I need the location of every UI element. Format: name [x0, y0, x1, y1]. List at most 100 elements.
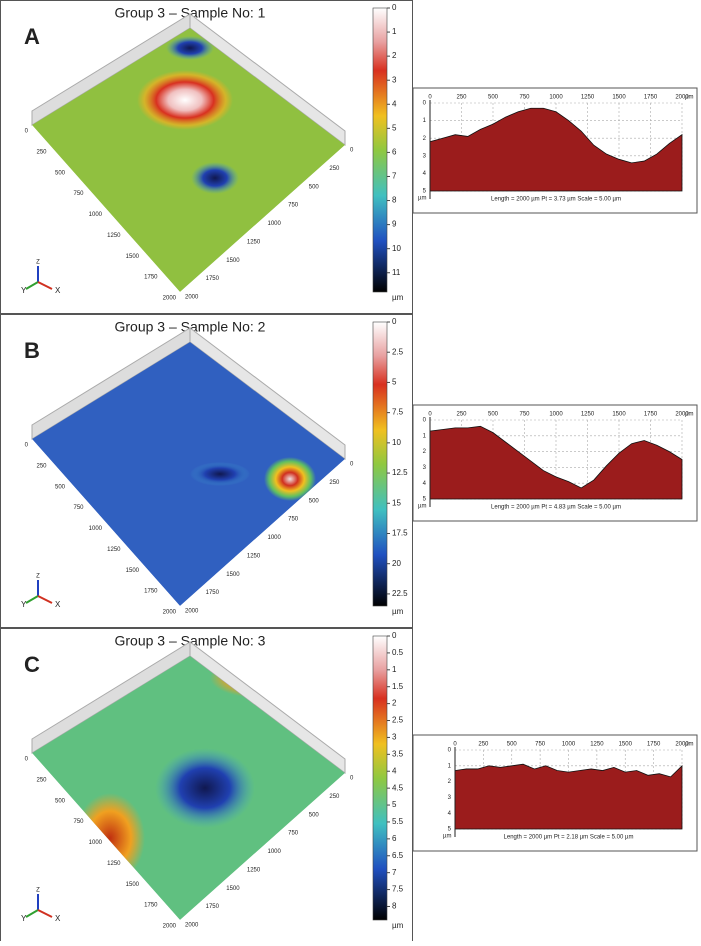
axis-label: Z — [36, 888, 40, 894]
x-tick-label: 1000 — [549, 412, 563, 418]
surface-tick: 500 — [309, 812, 320, 818]
x-tick-label: 1250 — [581, 95, 595, 101]
x-tick-label: 0 — [428, 412, 432, 418]
x-tick-label: 0 — [428, 95, 432, 101]
colorbar-tick-label: 22.5 — [392, 589, 408, 598]
surface-feature — [191, 162, 239, 194]
axis-y — [25, 595, 39, 604]
surface-tick: 1000 — [89, 212, 103, 218]
x-tick-label: 500 — [488, 95, 499, 101]
colorbar-tick-label: 6 — [392, 834, 397, 843]
colorbar-tick-label: 4 — [392, 99, 397, 108]
surface-tick: 1000 — [268, 535, 282, 541]
surface-tick: 1500 — [226, 886, 240, 892]
x-tick-label: 1000 — [562, 742, 576, 748]
colorbar-tick-label: 2.5 — [392, 716, 404, 725]
y-tick-label: 1 — [423, 433, 427, 439]
colorbar-tick-label: 0 — [392, 317, 397, 326]
surface-feature — [137, 70, 233, 130]
colorbar-tick-label: 5 — [392, 123, 397, 132]
x-unit: µm — [685, 412, 693, 418]
y-unit: µm — [418, 196, 426, 202]
x-tick-label: 750 — [519, 95, 530, 101]
x-tick-label: 1000 — [549, 95, 563, 101]
colorbar-tick-label: 7 — [392, 172, 397, 181]
colorbar-tick-label: 17.5 — [392, 529, 408, 538]
colorbar-tick-label: 0 — [392, 631, 397, 640]
x-tick-label: 1750 — [644, 95, 658, 101]
colorbar-tick-label: 3.5 — [392, 749, 404, 758]
axis-y — [25, 281, 39, 290]
surface-feature — [166, 36, 214, 60]
colorbar-tick-label: 10 — [392, 438, 401, 447]
surface-tick: 1250 — [107, 547, 121, 553]
surface-feature — [155, 748, 255, 828]
surface-wall — [189, 640, 346, 775]
colorbar-tick-label: 2 — [392, 699, 397, 708]
colorbar-tick-label: 5.5 — [392, 817, 404, 826]
surface-tick: 1000 — [268, 849, 282, 855]
axis-label: Y — [21, 286, 27, 295]
y-tick-label: 1 — [448, 763, 452, 769]
x-tick-label: 250 — [456, 412, 467, 418]
profile-caption: Length = 2000 µm Pt = 4.83 µm Scale = 5.… — [491, 505, 621, 511]
y-tick-label: 0 — [423, 101, 427, 107]
profile-area — [429, 107, 683, 192]
axis-x — [37, 281, 53, 290]
y-tick-label: 3 — [423, 465, 427, 471]
surface-tick: 1750 — [144, 903, 158, 909]
y-tick-label: 4 — [423, 171, 427, 177]
axis-label: X — [55, 914, 61, 923]
colorbar-tick-label: 8 — [392, 196, 397, 205]
axis-y — [25, 909, 39, 918]
surface-tick: 500 — [55, 170, 66, 176]
colorbar-tick-label: 6 — [392, 148, 397, 157]
x-tick-label: 1500 — [619, 742, 633, 748]
surface-tick: 750 — [73, 505, 84, 511]
surface-tick: 2000 — [185, 923, 199, 929]
colorbar-tick-label: 7 — [392, 868, 397, 877]
surface-tick: 500 — [55, 798, 66, 804]
surface-tick: 1500 — [226, 258, 240, 264]
x-tick-label: 1500 — [612, 95, 626, 101]
y-tick-label: 3 — [423, 153, 427, 159]
surface-tick: 500 — [309, 498, 320, 504]
profile-area — [454, 763, 683, 830]
colorbar-tick-label: 2.5 — [392, 347, 404, 356]
x-tick-label: 1750 — [644, 412, 658, 418]
profile-caption: Length = 2000 µm Pt = 3.73 µm Scale = 5.… — [491, 197, 621, 203]
colorbar-unit: µm — [392, 607, 404, 616]
colorbar-tick-label: 3 — [392, 733, 397, 742]
colorbar-tick-label: 11 — [392, 268, 401, 277]
surface — [32, 342, 345, 606]
colorbar-unit: µm — [392, 293, 404, 302]
surface-tick: 750 — [288, 203, 299, 209]
x-tick-label: 750 — [535, 742, 546, 748]
surface-tick: 1750 — [144, 275, 158, 281]
surface-tick: 0 — [25, 443, 29, 449]
y-unit: µm — [418, 504, 426, 510]
colorbar-tick-label: 8 — [392, 902, 397, 911]
y-tick-label: 2 — [423, 449, 427, 455]
y-tick-label: 4 — [448, 811, 452, 817]
x-unit: µm — [685, 95, 693, 101]
colorbar-tick-label: 12.5 — [392, 468, 408, 477]
colorbar-unit: µm — [392, 921, 404, 930]
y-unit: µm — [443, 834, 451, 840]
profile-caption: Length = 2000 µm Pt = 2.18 µm Scale = 5.… — [504, 835, 634, 841]
colorbar-tick-label: 0.5 — [392, 648, 404, 657]
x-tick-label: 250 — [478, 742, 489, 748]
surface-tick: 0 — [350, 462, 354, 468]
surface-feature — [264, 457, 316, 501]
surface-tick: 1750 — [144, 589, 158, 595]
surface-tick: 0 — [350, 148, 354, 154]
x-tick-label: 250 — [456, 95, 467, 101]
surface-feature — [75, 793, 145, 883]
axis-x — [37, 595, 53, 604]
x-unit: µm — [685, 742, 693, 748]
surface-tick: 1750 — [206, 276, 220, 282]
surface-tick: 500 — [309, 184, 320, 190]
x-tick-label: 2000 — [675, 412, 689, 418]
axis-label: Y — [21, 914, 27, 923]
